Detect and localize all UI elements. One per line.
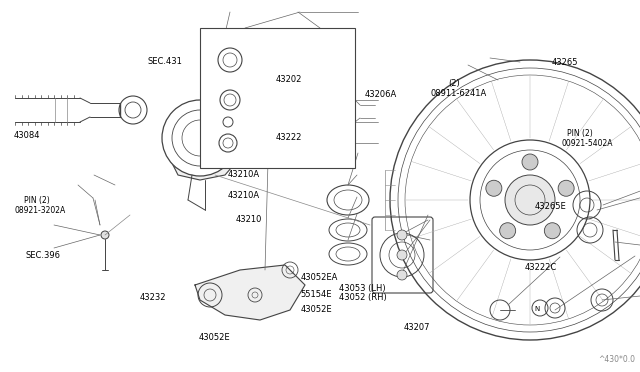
Text: (2): (2) — [448, 79, 460, 88]
Circle shape — [397, 250, 407, 260]
Text: 43052 (RH): 43052 (RH) — [339, 293, 387, 302]
Bar — [200, 28, 355, 168]
Text: 43202: 43202 — [275, 76, 301, 84]
Circle shape — [545, 223, 561, 239]
Text: 43084: 43084 — [14, 131, 40, 140]
Circle shape — [486, 180, 502, 196]
Text: 43052E: 43052E — [301, 305, 332, 314]
Text: 43222: 43222 — [275, 133, 301, 142]
Text: 55154E: 55154E — [301, 290, 332, 299]
Circle shape — [101, 231, 109, 239]
Polygon shape — [195, 265, 305, 320]
Circle shape — [397, 230, 407, 240]
Text: 43052EA: 43052EA — [301, 273, 338, 282]
Circle shape — [397, 270, 407, 280]
Text: PIN (2): PIN (2) — [24, 196, 50, 205]
Text: 43222C: 43222C — [525, 263, 557, 272]
Circle shape — [500, 223, 516, 239]
Text: PIN (2): PIN (2) — [567, 129, 593, 138]
Text: 43265E: 43265E — [535, 202, 567, 211]
Text: 43052E: 43052E — [198, 333, 230, 342]
Circle shape — [162, 100, 238, 176]
Polygon shape — [165, 100, 240, 180]
Text: 43207: 43207 — [403, 323, 429, 332]
Text: 43053 (LH): 43053 (LH) — [339, 284, 386, 293]
FancyBboxPatch shape — [372, 217, 433, 293]
Text: SEC.396: SEC.396 — [26, 251, 61, 260]
Text: 43232: 43232 — [140, 293, 166, 302]
Circle shape — [522, 154, 538, 170]
Text: 08911-6241A: 08911-6241A — [430, 89, 486, 97]
Text: 43210A: 43210A — [227, 170, 259, 179]
Text: 43265: 43265 — [552, 58, 578, 67]
Circle shape — [505, 175, 555, 225]
Circle shape — [558, 180, 574, 196]
Text: 43206A: 43206A — [365, 90, 397, 99]
Text: 08921-3202A: 08921-3202A — [14, 206, 65, 215]
Text: N: N — [534, 306, 540, 312]
Text: 00921-5402A: 00921-5402A — [562, 139, 613, 148]
Text: 43210A: 43210A — [227, 191, 259, 200]
Text: SEC.431: SEC.431 — [147, 57, 182, 66]
Text: ^430*0.0: ^430*0.0 — [598, 355, 635, 364]
Text: 43210: 43210 — [236, 215, 262, 224]
